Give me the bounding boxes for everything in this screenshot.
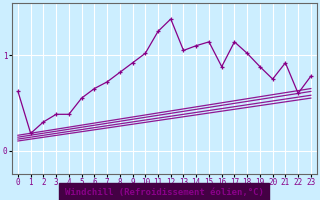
X-axis label: Windchill (Refroidissement éolien,°C): Windchill (Refroidissement éolien,°C)	[65, 188, 264, 197]
